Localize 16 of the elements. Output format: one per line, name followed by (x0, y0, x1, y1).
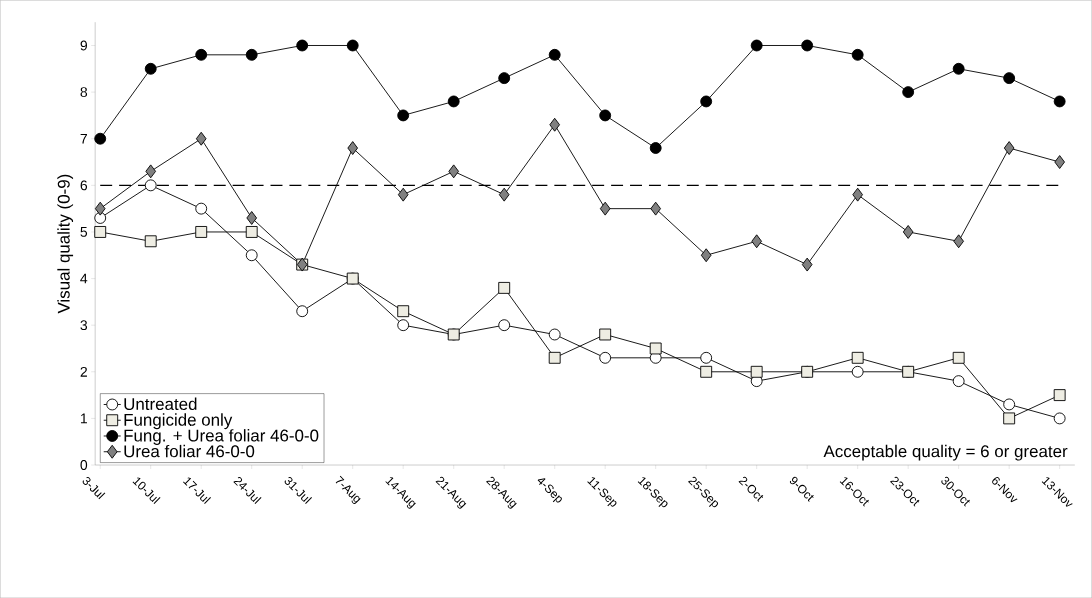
y-tick-label: 0 (80, 460, 88, 470)
y-axis-title: Visual quality (0-9) (57, 174, 74, 314)
y-tick-label: 4 (80, 273, 88, 284)
y-tick-label: 6 (80, 180, 88, 191)
y-tick-label: 9 (80, 40, 88, 51)
y-tick-label: 8 (80, 87, 88, 97)
legend-label: Fung. + Urea foliar 46-0-0 (124, 429, 319, 445)
y-tick-label: 5 (80, 227, 88, 237)
y-tick-label: 7 (80, 133, 87, 144)
legend-label: Fungicide only (124, 413, 233, 430)
y-tick-label: 1 (80, 413, 87, 424)
legend-label: Urea foliar 46-0-0 (124, 444, 255, 458)
y-tick-label: 2 (80, 366, 87, 377)
y-tick-label: 3 (80, 320, 88, 331)
annotation: Acceptable quality = 6 or greater (823, 444, 1068, 461)
legend-label: Untreated (124, 397, 197, 410)
